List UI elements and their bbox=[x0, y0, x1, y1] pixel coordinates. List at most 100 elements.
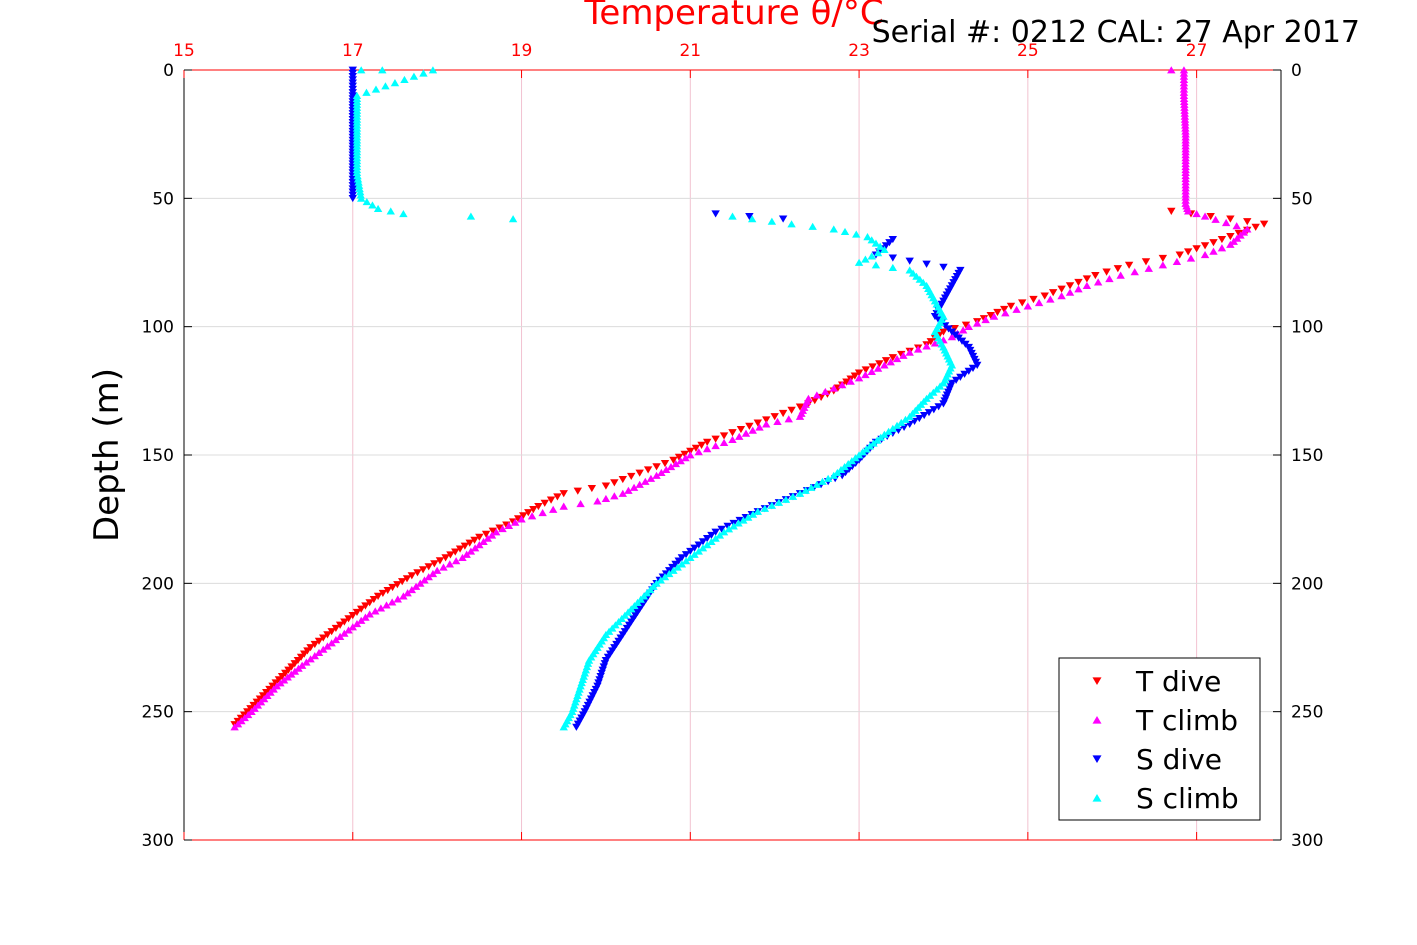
data-point bbox=[348, 612, 357, 620]
data-point bbox=[694, 448, 703, 456]
data-point bbox=[947, 333, 957, 341]
y-tick-label-left: 0 bbox=[163, 61, 174, 81]
data-point bbox=[739, 516, 748, 524]
legend: T dive T climb S dive S climb bbox=[1058, 657, 1261, 821]
data-point bbox=[973, 361, 982, 369]
data-point bbox=[390, 79, 400, 87]
data-point bbox=[884, 427, 893, 435]
data-point bbox=[869, 439, 878, 447]
data-point bbox=[610, 479, 619, 487]
data-layer bbox=[230, 66, 1269, 731]
legend-marker bbox=[1092, 715, 1102, 724]
data-point bbox=[711, 210, 720, 218]
data-point bbox=[524, 509, 533, 517]
data-point bbox=[929, 406, 939, 414]
legend-label: S climb bbox=[1136, 782, 1239, 815]
data-point bbox=[601, 494, 611, 502]
data-point bbox=[728, 429, 737, 437]
data-point bbox=[755, 423, 764, 431]
data-point bbox=[795, 412, 805, 420]
data-point bbox=[919, 412, 929, 420]
data-point bbox=[327, 628, 336, 636]
data-point bbox=[873, 249, 883, 257]
data-point bbox=[1158, 254, 1168, 263]
data-point bbox=[858, 448, 867, 456]
data-point bbox=[1040, 292, 1049, 300]
data-point bbox=[352, 168, 362, 177]
data-point bbox=[922, 260, 931, 268]
data-point bbox=[707, 531, 716, 539]
data-point bbox=[915, 414, 924, 423]
data-point bbox=[371, 85, 381, 93]
data-point bbox=[810, 397, 819, 405]
data-point bbox=[451, 557, 461, 565]
data-point bbox=[1006, 302, 1016, 310]
data-point bbox=[961, 321, 971, 329]
data-point bbox=[294, 664, 303, 672]
data-point bbox=[875, 360, 884, 368]
data-point bbox=[767, 501, 777, 509]
data-point bbox=[762, 420, 771, 428]
data-point bbox=[466, 212, 476, 220]
data-point bbox=[1018, 299, 1027, 307]
data-point bbox=[852, 230, 861, 238]
data-point bbox=[745, 212, 754, 221]
data-point bbox=[899, 351, 908, 359]
data-point bbox=[741, 429, 751, 437]
data-point bbox=[371, 607, 380, 615]
data-point bbox=[331, 624, 341, 633]
legend-marker bbox=[1092, 793, 1102, 802]
data-point bbox=[470, 536, 479, 544]
data-point bbox=[340, 629, 349, 637]
data-point bbox=[587, 485, 597, 493]
data-point bbox=[861, 366, 871, 374]
data-point bbox=[323, 642, 332, 650]
data-point bbox=[1209, 239, 1218, 247]
data-point bbox=[319, 645, 328, 653]
data-point bbox=[407, 585, 417, 594]
data-point bbox=[475, 533, 484, 541]
data-point bbox=[1105, 274, 1114, 283]
data-point bbox=[862, 445, 871, 453]
data-point bbox=[470, 544, 480, 552]
data-point bbox=[419, 69, 428, 77]
series-s-climb bbox=[352, 66, 957, 731]
data-point bbox=[934, 403, 943, 411]
data-point bbox=[747, 215, 757, 223]
data-point bbox=[357, 616, 366, 624]
data-point bbox=[383, 586, 392, 595]
data-point bbox=[1186, 254, 1196, 262]
data-point bbox=[838, 381, 847, 389]
data-point bbox=[846, 377, 855, 385]
data-point bbox=[719, 528, 729, 536]
data-point bbox=[854, 451, 864, 459]
data-point bbox=[774, 498, 784, 506]
data-point bbox=[767, 217, 777, 225]
data-point bbox=[1226, 215, 1235, 223]
data-point bbox=[540, 499, 549, 507]
data-point bbox=[707, 537, 716, 545]
data-point bbox=[867, 236, 876, 244]
data-point bbox=[881, 357, 891, 365]
data-point bbox=[876, 433, 885, 441]
data-point bbox=[397, 578, 407, 586]
data-point bbox=[1046, 295, 1055, 303]
data-point bbox=[787, 220, 796, 228]
data-point bbox=[871, 261, 881, 269]
data-point bbox=[760, 504, 770, 512]
data-point bbox=[888, 354, 898, 362]
data-point bbox=[327, 639, 336, 647]
data-point bbox=[821, 387, 830, 396]
data-point bbox=[335, 621, 345, 629]
data-point bbox=[743, 513, 753, 521]
data-point bbox=[538, 508, 547, 517]
data-point bbox=[230, 723, 239, 731]
data-point bbox=[897, 418, 906, 426]
y-tick-label-right: 0 bbox=[1291, 61, 1302, 81]
data-point bbox=[1221, 218, 1231, 227]
data-point bbox=[905, 348, 914, 356]
data-point bbox=[629, 483, 639, 491]
data-point bbox=[939, 400, 948, 408]
data-point bbox=[1001, 309, 1010, 317]
data-point bbox=[335, 632, 345, 640]
